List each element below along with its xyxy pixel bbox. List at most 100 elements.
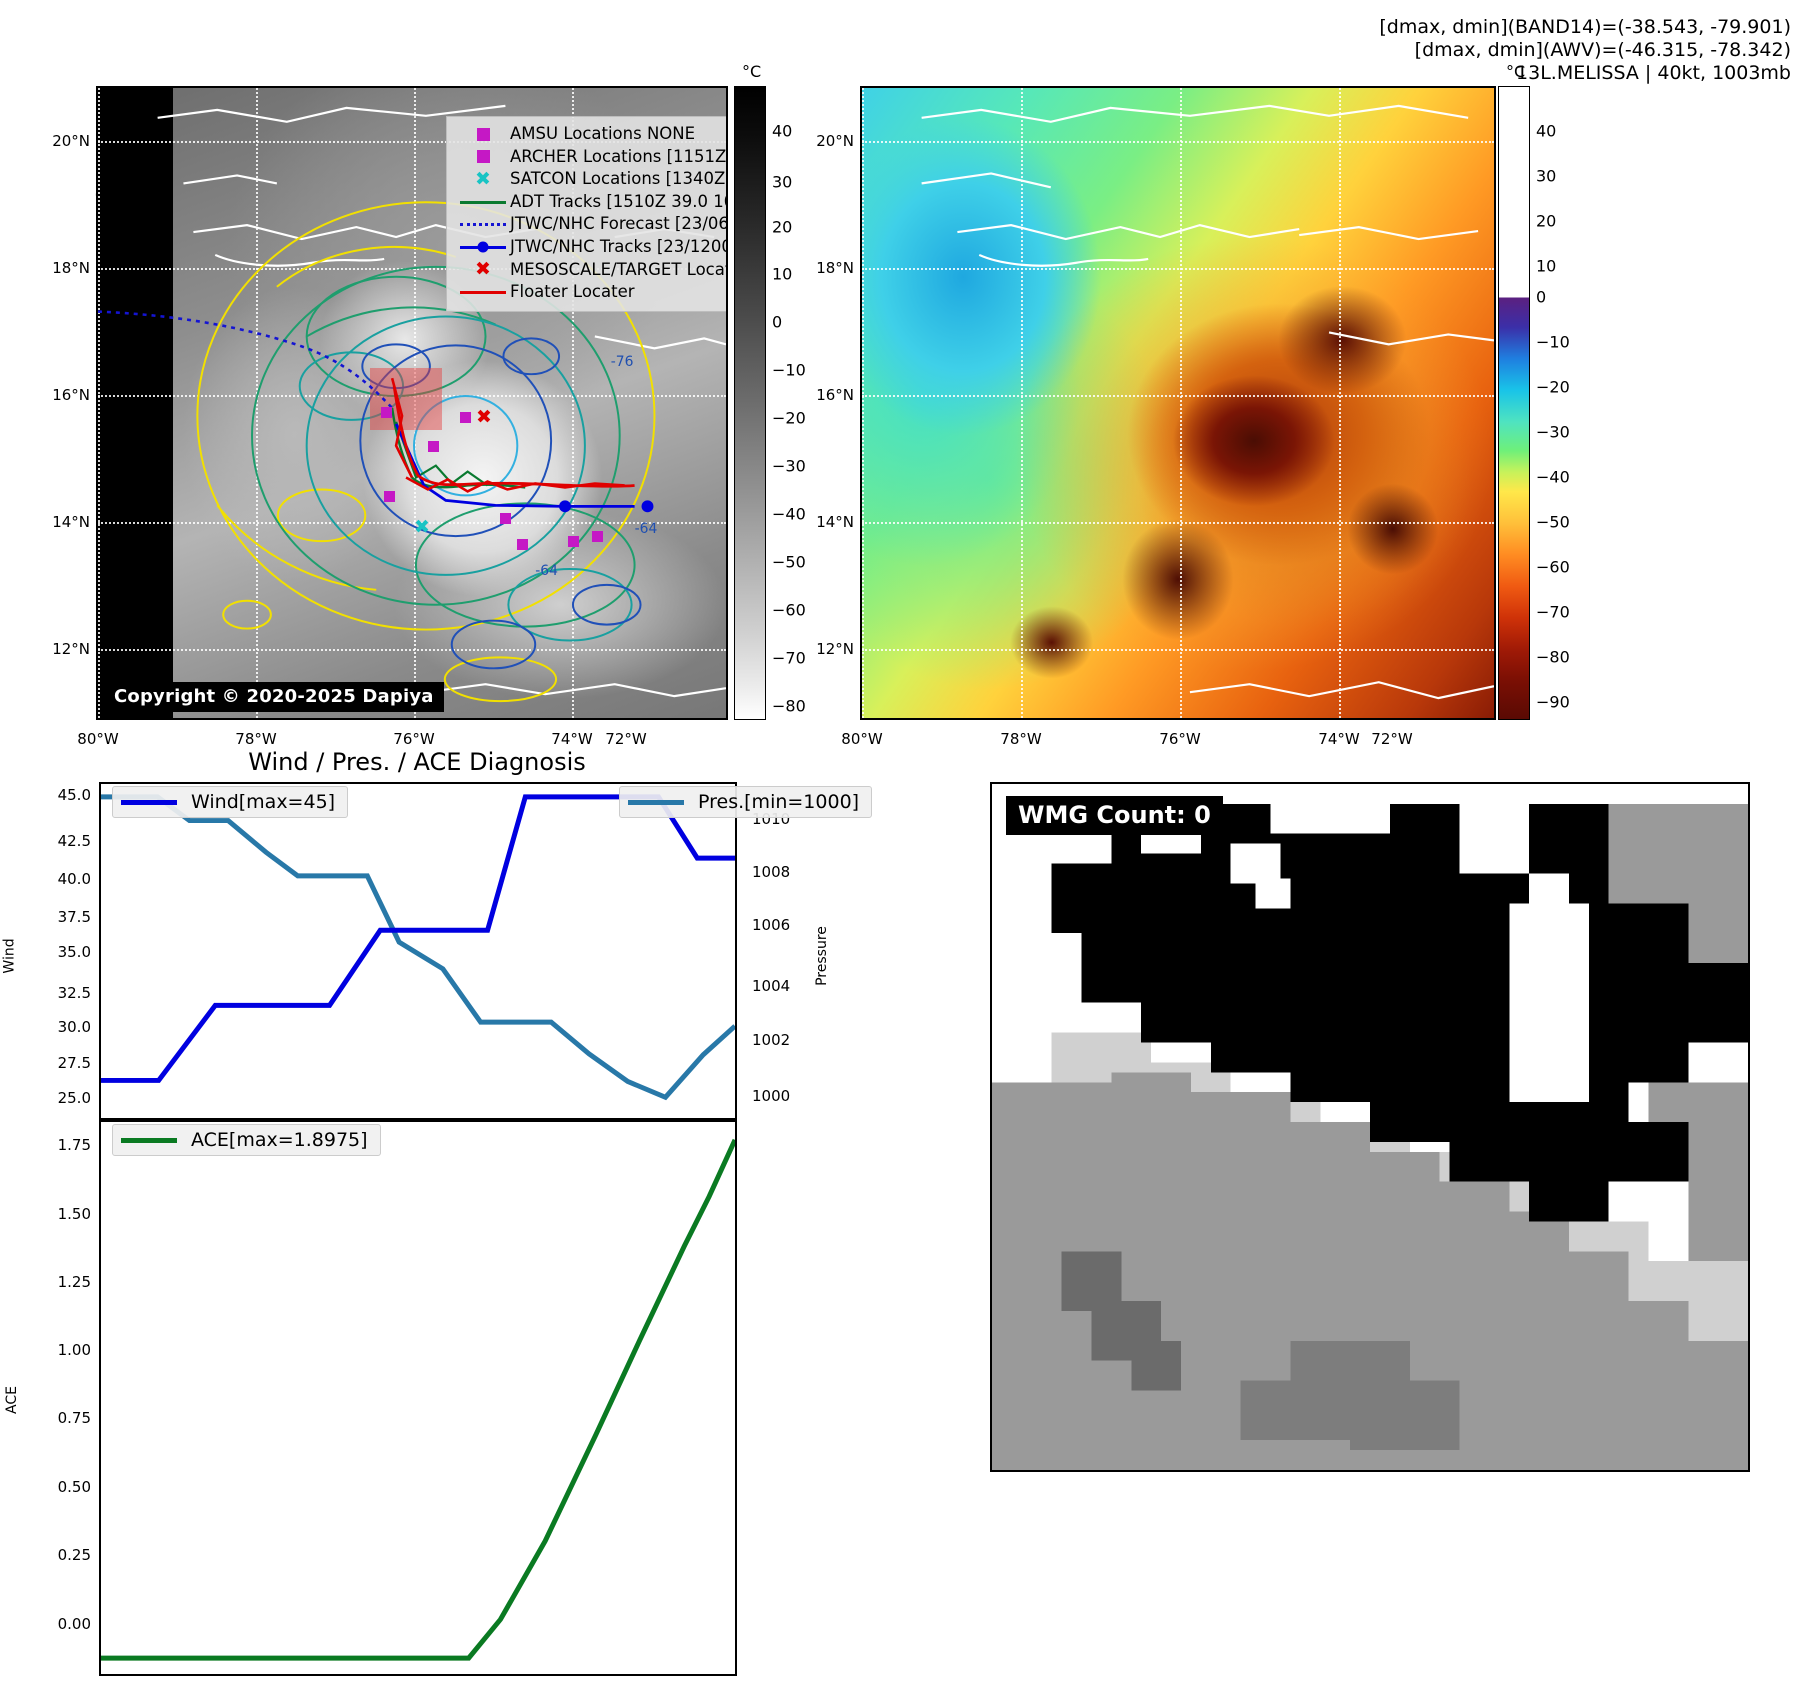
ace-chart[interactable] xyxy=(99,1120,737,1676)
colorbar-tick: 10 xyxy=(772,264,793,284)
ace-axis-label: ACE xyxy=(3,1386,20,1414)
colorbar-tick: −80 xyxy=(1536,647,1570,667)
legend-label: MESOSCALE/TARGET Location xyxy=(510,259,726,279)
colorbar-unit-label: °C xyxy=(1506,62,1526,81)
archer-location-marker xyxy=(428,441,439,452)
lon-tick-label: 78°W xyxy=(235,730,277,748)
wind-legend-line-icon xyxy=(121,799,177,805)
colorbar-tick: −30 xyxy=(1536,422,1570,442)
legend-item-floater-locater: Floater Locater xyxy=(456,281,726,304)
archer-location-marker xyxy=(460,412,471,423)
bd-enhanced-ir-panel[interactable] xyxy=(860,86,1496,720)
colorbar-tick: −50 xyxy=(1536,512,1570,532)
pressure-series-legend[interactable]: Pres.[min=1000] xyxy=(619,786,873,818)
legend-item-mesoscale-target: ✖ MESOSCALE/TARGET Location xyxy=(456,259,726,282)
colorbar-tick: −10 xyxy=(772,360,806,380)
ace-ytick: 0.00 xyxy=(57,1615,91,1633)
storm-identifier: 13L.MELISSA | 40kt, 1003mb xyxy=(1516,62,1791,84)
gridline-lon xyxy=(256,88,258,718)
legend-item-jtwc-forecast: JTWC/NHC Forecast [23/0600Z] xyxy=(456,213,726,236)
gridline-lon xyxy=(1180,88,1182,718)
pressure-ytick: 1008 xyxy=(752,863,791,881)
gridline-lat xyxy=(862,141,1494,143)
gridline-lat xyxy=(98,522,726,524)
mesoscale-target-marker: ✖ xyxy=(476,406,492,428)
stat-awv: [dmax, dmin](AWV)=(-46.315, -78.342) xyxy=(1414,39,1791,61)
archer-location-marker xyxy=(568,536,579,547)
wind-legend-label: Wind[max=45] xyxy=(191,791,336,813)
ace-series xyxy=(101,1138,735,1661)
wind-series-legend[interactable]: Wind[max=45] xyxy=(112,786,349,818)
ace-ytick: 0.75 xyxy=(57,1409,91,1427)
legend-item-amsu: AMSU Locations NONE xyxy=(456,123,726,146)
wind-axis-label: Wind xyxy=(1,938,18,974)
archer-location-marker xyxy=(517,539,528,550)
wind-pressure-chart[interactable] xyxy=(99,782,737,1120)
wind-ytick: 42.5 xyxy=(57,832,91,850)
blue-dotted-line-icon xyxy=(456,223,510,227)
lat-tick-label: 16°N xyxy=(52,386,90,404)
ace-legend-line-icon xyxy=(121,1137,177,1143)
legend-label: ADT Tracks [1510Z 39.0 1000.5] xyxy=(510,191,726,211)
legend-item-jtwc-tracks: JTWC/NHC Tracks [23/1200Z] xyxy=(456,236,728,259)
pressure-legend-line-icon xyxy=(628,799,684,805)
lat-tick-label: 18°N xyxy=(816,259,854,277)
wmg-classification-image xyxy=(992,784,1748,1470)
wind-pressure-plot xyxy=(101,794,735,1101)
pressure-legend-label: Pres.[min=1000] xyxy=(698,791,860,813)
ace-series-legend[interactable]: ACE[max=1.8975] xyxy=(112,1124,381,1156)
gridline-lon xyxy=(572,88,574,718)
satcon-location-marker: ✖ xyxy=(414,516,430,538)
archer-location-marker xyxy=(592,531,603,542)
colorbar-unit-label: °C xyxy=(742,62,762,81)
wind-ytick: 45.0 xyxy=(57,786,91,804)
map-legend[interactable]: AMSU Locations NONE ARCHER Locations [11… xyxy=(446,116,728,312)
legend-label: Floater Locater xyxy=(510,282,635,302)
diagnosis-chart-title: Wind / Pres. / ACE Diagnosis xyxy=(248,748,586,776)
bd-ir-image xyxy=(862,88,1494,718)
bd-colorbar[interactable] xyxy=(1498,86,1530,720)
grayscale-ir-map-panel[interactable]: -76 -64 -64 xyxy=(96,86,728,720)
colorbar-tick: −20 xyxy=(1536,377,1570,397)
colorbar-tick: −90 xyxy=(1536,692,1570,712)
colorbar-tick: −50 xyxy=(772,552,806,572)
ace-legend-label: ACE[max=1.8975] xyxy=(191,1129,368,1151)
gridline-lon xyxy=(862,88,864,718)
ir-colorbar[interactable] xyxy=(734,86,766,720)
ace-ytick: 0.25 xyxy=(57,1546,91,1564)
ace-ytick: 1.25 xyxy=(57,1273,91,1291)
colorbar-tick: −40 xyxy=(772,504,806,524)
pressure-series xyxy=(101,794,735,1101)
wind-ytick: 30.0 xyxy=(57,1018,91,1036)
colorbar-tick: −60 xyxy=(1536,557,1570,577)
colorbar-tick: −70 xyxy=(1536,602,1570,622)
legend-label: AMSU Locations NONE xyxy=(510,124,696,143)
ace-plot xyxy=(101,1138,735,1661)
legend-item-satcon: ✖ SATCON Locations [1340Z 40 1000] xyxy=(456,167,726,191)
legend-label: JTWC/NHC Tracks [23/1200Z] xyxy=(510,236,728,256)
stat-band14: [dmax, dmin](BAND14)=(-38.543, -79.901) xyxy=(1379,16,1791,38)
colorbar-tick: −40 xyxy=(1536,467,1570,487)
cyan-x-icon: ✖ xyxy=(475,167,491,190)
lon-tick-label: 74°W xyxy=(551,730,593,748)
magenta-square-icon xyxy=(456,150,510,164)
wind-series xyxy=(101,794,735,1083)
colorbar-tick: 10 xyxy=(1536,256,1557,276)
legend-item-archer: ARCHER Locations [1151Z] xyxy=(456,146,726,169)
lat-tick-label: 14°N xyxy=(52,513,90,531)
colorbar-tick: 20 xyxy=(772,217,793,237)
gridline-lon xyxy=(1339,88,1341,718)
gridline-lon xyxy=(98,88,100,718)
colorbar-tick: 40 xyxy=(772,121,793,141)
wmg-panel[interactable]: WMG Count: 0 xyxy=(990,782,1750,1472)
wmg-count-badge: WMG Count: 0 xyxy=(1006,796,1223,835)
wind-ytick: 27.5 xyxy=(57,1054,91,1072)
pressure-ytick: 1000 xyxy=(752,1087,791,1105)
gridline-lat xyxy=(98,649,726,651)
gridline-lon xyxy=(414,88,416,718)
archer-location-marker xyxy=(381,407,392,418)
lon-tick-label: 76°W xyxy=(1159,730,1201,748)
colorbar-tick: 30 xyxy=(1536,166,1557,186)
lon-tick-label: 72°W xyxy=(605,730,647,748)
ace-ytick: 1.75 xyxy=(57,1136,91,1154)
